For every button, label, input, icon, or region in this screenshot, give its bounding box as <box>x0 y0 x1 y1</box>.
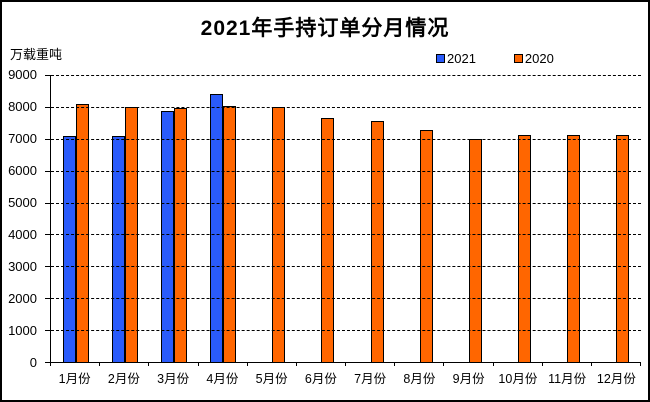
bar-2020-month-1 <box>75 104 89 362</box>
bar-2020-month-10 <box>518 135 532 362</box>
bar-2021-month-2 <box>111 136 125 362</box>
y-tick-label: 6000 <box>8 163 37 178</box>
x-axis-tick <box>345 362 346 366</box>
y-tick-label: 5000 <box>8 195 37 210</box>
gridline-3000 <box>51 266 641 268</box>
y-tick-label: 3000 <box>8 259 37 274</box>
y-tick-label: 8000 <box>8 99 37 114</box>
bar-group-month-11 <box>543 75 592 362</box>
x-axis-label-month-3: 3月份 <box>157 372 190 386</box>
y-tick-label: 9000 <box>8 67 37 82</box>
bar-group-month-10 <box>494 75 543 362</box>
x-axis-labels: 1月份 2月份 3月份 4月份 5月份 6月份 7月份 8月份 9月份 10月份 11月份 12月份 <box>50 368 641 387</box>
y-axis-tick <box>45 298 51 300</box>
bar-2020-month-7 <box>370 120 384 362</box>
y-tick-label: 2000 <box>8 291 37 306</box>
legend-swatch-2020-icon <box>513 54 523 63</box>
bar-2020-month-4 <box>223 105 237 362</box>
y-axis-tick <box>45 362 51 363</box>
x-axis-label-month-1: 1月份 <box>58 372 91 386</box>
bar-2021-month-4 <box>210 94 224 362</box>
x-axis-label-month-12: 12月份 <box>596 372 636 386</box>
gridline-7000 <box>51 138 641 140</box>
gridline-5000 <box>51 202 641 204</box>
gridline-6000 <box>51 170 641 172</box>
bar-2021-month-3 <box>160 110 174 362</box>
bar-2020-month-9 <box>468 139 482 362</box>
y-tick-label: 4000 <box>8 227 37 242</box>
legend-swatch-2021-icon <box>436 54 445 63</box>
bar-group-month-5 <box>248 75 297 362</box>
legend-label-2020: 2020 <box>524 51 554 66</box>
bar-2020-month-12 <box>616 135 630 362</box>
x-axis-label-month-5: 5月份 <box>255 372 288 386</box>
y-axis-tick <box>45 106 51 108</box>
bar-group-month-3 <box>149 75 198 362</box>
x-axis-tick <box>99 362 101 366</box>
y-axis-tick <box>45 330 51 332</box>
x-axis-tick <box>492 362 494 366</box>
bar-group-month-6 <box>297 75 346 362</box>
x-axis-label-month-11: 11月份 <box>548 372 587 386</box>
y-tick-label: 7000 <box>8 131 37 146</box>
x-axis-tick <box>197 362 199 366</box>
x-axis-tick <box>50 362 51 366</box>
bar-group-month-1 <box>51 75 100 362</box>
x-axis-label-month-4: 4月份 <box>206 372 239 386</box>
x-axis-label-month-10: 10月份 <box>498 372 538 386</box>
x-axis-tick <box>295 362 297 366</box>
gridline-4000 <box>51 234 641 236</box>
bar-group-month-12 <box>592 75 641 362</box>
bar-group-month-2 <box>100 75 149 362</box>
bar-2020-month-8 <box>419 129 433 362</box>
bar-groups <box>51 75 641 362</box>
x-axis-tick <box>148 362 150 366</box>
chart-legend: 2021 2020 <box>436 51 554 66</box>
bar-2020-month-11 <box>567 135 581 362</box>
y-axis-tick <box>45 138 51 140</box>
x-axis-label-month-6: 6月份 <box>304 372 337 386</box>
x-axis-tick <box>640 362 641 366</box>
x-axis-label-month-8: 8月份 <box>403 372 436 386</box>
legend-label-2021: 2021 <box>447 51 476 66</box>
gridline-2000 <box>51 298 641 300</box>
gridline-1000 <box>51 330 641 332</box>
y-axis-tick-labels: 0 1000 2000 3000 4000 5000 6000 7000 8000 9000 <box>2 67 42 370</box>
x-axis-label-month-7: 7月份 <box>354 372 387 386</box>
bar-group-month-7 <box>346 75 395 362</box>
chart-title: 2021年手持订单分月情况 <box>200 17 450 40</box>
bar-group-month-8 <box>395 75 444 362</box>
x-axis-tick <box>590 362 592 366</box>
y-axis-tick <box>45 234 51 236</box>
bar-2021-month-1 <box>62 135 76 362</box>
y-tick-label: 1000 <box>8 323 37 338</box>
x-axis-tick <box>246 362 248 366</box>
bar-group-month-9 <box>444 75 493 362</box>
x-axis-tick <box>443 362 445 366</box>
x-axis-tick <box>541 362 543 366</box>
y-axis-tick <box>45 170 51 172</box>
x-axis-label-month-9: 9月份 <box>452 372 485 386</box>
x-axis-tick <box>394 362 396 366</box>
bar-group-month-4 <box>199 75 248 362</box>
bar-2020-month-6 <box>321 118 335 362</box>
gridline-9000 <box>51 75 641 76</box>
gridline-8000 <box>51 106 641 108</box>
legend-item-2020: 2020 <box>513 51 554 66</box>
plot-area <box>45 75 641 366</box>
y-axis-tick <box>45 202 51 204</box>
y-axis-tick <box>45 75 51 76</box>
legend-item-2021: 2021 <box>436 51 476 66</box>
y-axis-unit-label: 万载重吨 <box>10 47 63 62</box>
y-tick-label: 0 <box>29 355 37 370</box>
y-axis-tick <box>45 266 51 268</box>
x-axis-label-month-2: 2月份 <box>107 372 140 386</box>
